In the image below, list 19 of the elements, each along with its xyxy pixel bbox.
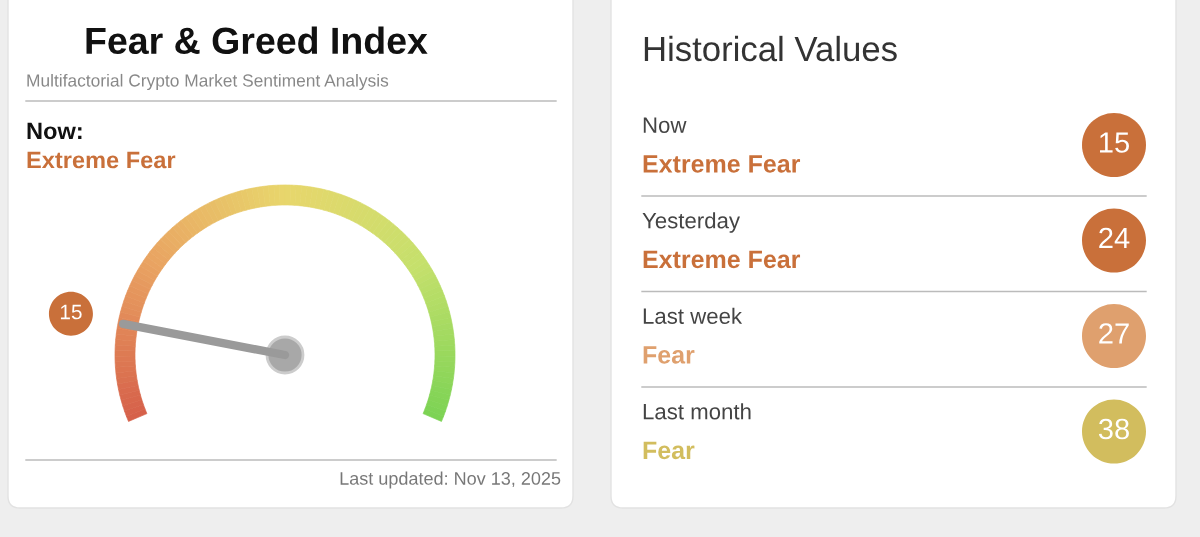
text: Last updated: Nov 13, 2025	[340, 471, 561, 489]
text: Now:	[27, 122, 82, 140]
data-label: 38	[1098, 418, 1129, 440]
text: Multifactorial Crypto Market Sentiment Analysis	[27, 73, 389, 91]
category-label: Last week	[643, 307, 743, 324]
text: Historical Values	[644, 35, 897, 62]
text: Extreme Fear	[643, 250, 801, 269]
data-label: 27	[1099, 323, 1129, 344]
category-label: Now	[643, 117, 687, 133]
text: Fear & Greed Index	[86, 26, 428, 55]
data-label: 24	[1099, 227, 1130, 249]
category-label: Last month	[643, 403, 751, 420]
text: Extreme Fear	[27, 151, 176, 169]
text: Fear	[643, 346, 695, 364]
data-label: 15	[60, 304, 82, 320]
text: Extreme Fear	[643, 155, 801, 173]
text: Fear	[643, 441, 695, 460]
data-label: 15	[1100, 132, 1129, 153]
category-label: Yesterday	[642, 212, 740, 233]
